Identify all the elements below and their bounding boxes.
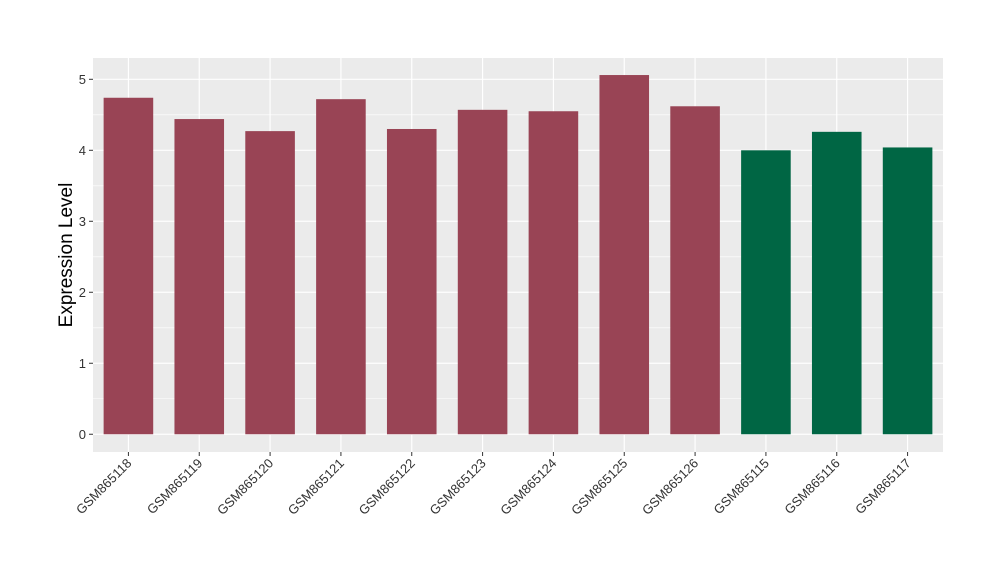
x-tick-label: GSM865120 — [214, 456, 276, 518]
bar-GSM865124 — [528, 111, 579, 435]
x-axis: GSM865118 GSM865119 GSM865120 GSM865121 GSM8… — [73, 452, 914, 518]
y-tick-label: 0 — [79, 427, 86, 442]
x-tick-label: GSM865115 — [710, 456, 772, 518]
y-tick-label: 4 — [79, 143, 86, 158]
x-tick-label: GSM865119 — [144, 456, 206, 518]
y-axis: 0 1 2 3 4 5 — [79, 72, 93, 442]
bar-GSM865123 — [457, 109, 508, 435]
bar-GSM865126 — [670, 106, 720, 435]
bar-GSM865125 — [599, 75, 650, 435]
plot-panel — [93, 58, 943, 452]
x-tick-label: GSM865116 — [781, 456, 843, 518]
minor-grid — [93, 114, 943, 400]
bar-GSM865122 — [386, 128, 437, 435]
x-tick-label: GSM865122 — [356, 456, 418, 518]
bars — [103, 75, 933, 435]
y-tick-label: 3 — [79, 214, 86, 229]
x-tick-label: GSM865126 — [639, 456, 701, 518]
x-tick-label: GSM865125 — [568, 456, 630, 518]
bar-GSM865119 — [174, 119, 225, 435]
y-axis-title: Expression Level — [56, 183, 77, 328]
y-tick-label: 1 — [79, 356, 86, 371]
x-tick-label: GSM865118 — [73, 456, 135, 518]
x-tick-label: GSM865117 — [852, 456, 914, 518]
x-tick-label: GSM865123 — [426, 456, 488, 518]
y-tick-label: 5 — [79, 72, 86, 87]
bar-GSM865116 — [811, 131, 862, 435]
bar-GSM865121 — [316, 99, 366, 435]
x-tick-label: GSM865121 — [285, 456, 347, 518]
bar-GSM865118 — [103, 97, 154, 435]
bar-GSM865117 — [882, 147, 933, 435]
bar-GSM865120 — [245, 131, 295, 435]
bar-GSM865115 — [741, 150, 791, 435]
x-tick-label: GSM865124 — [497, 456, 559, 518]
y-tick-label: 2 — [79, 285, 86, 300]
